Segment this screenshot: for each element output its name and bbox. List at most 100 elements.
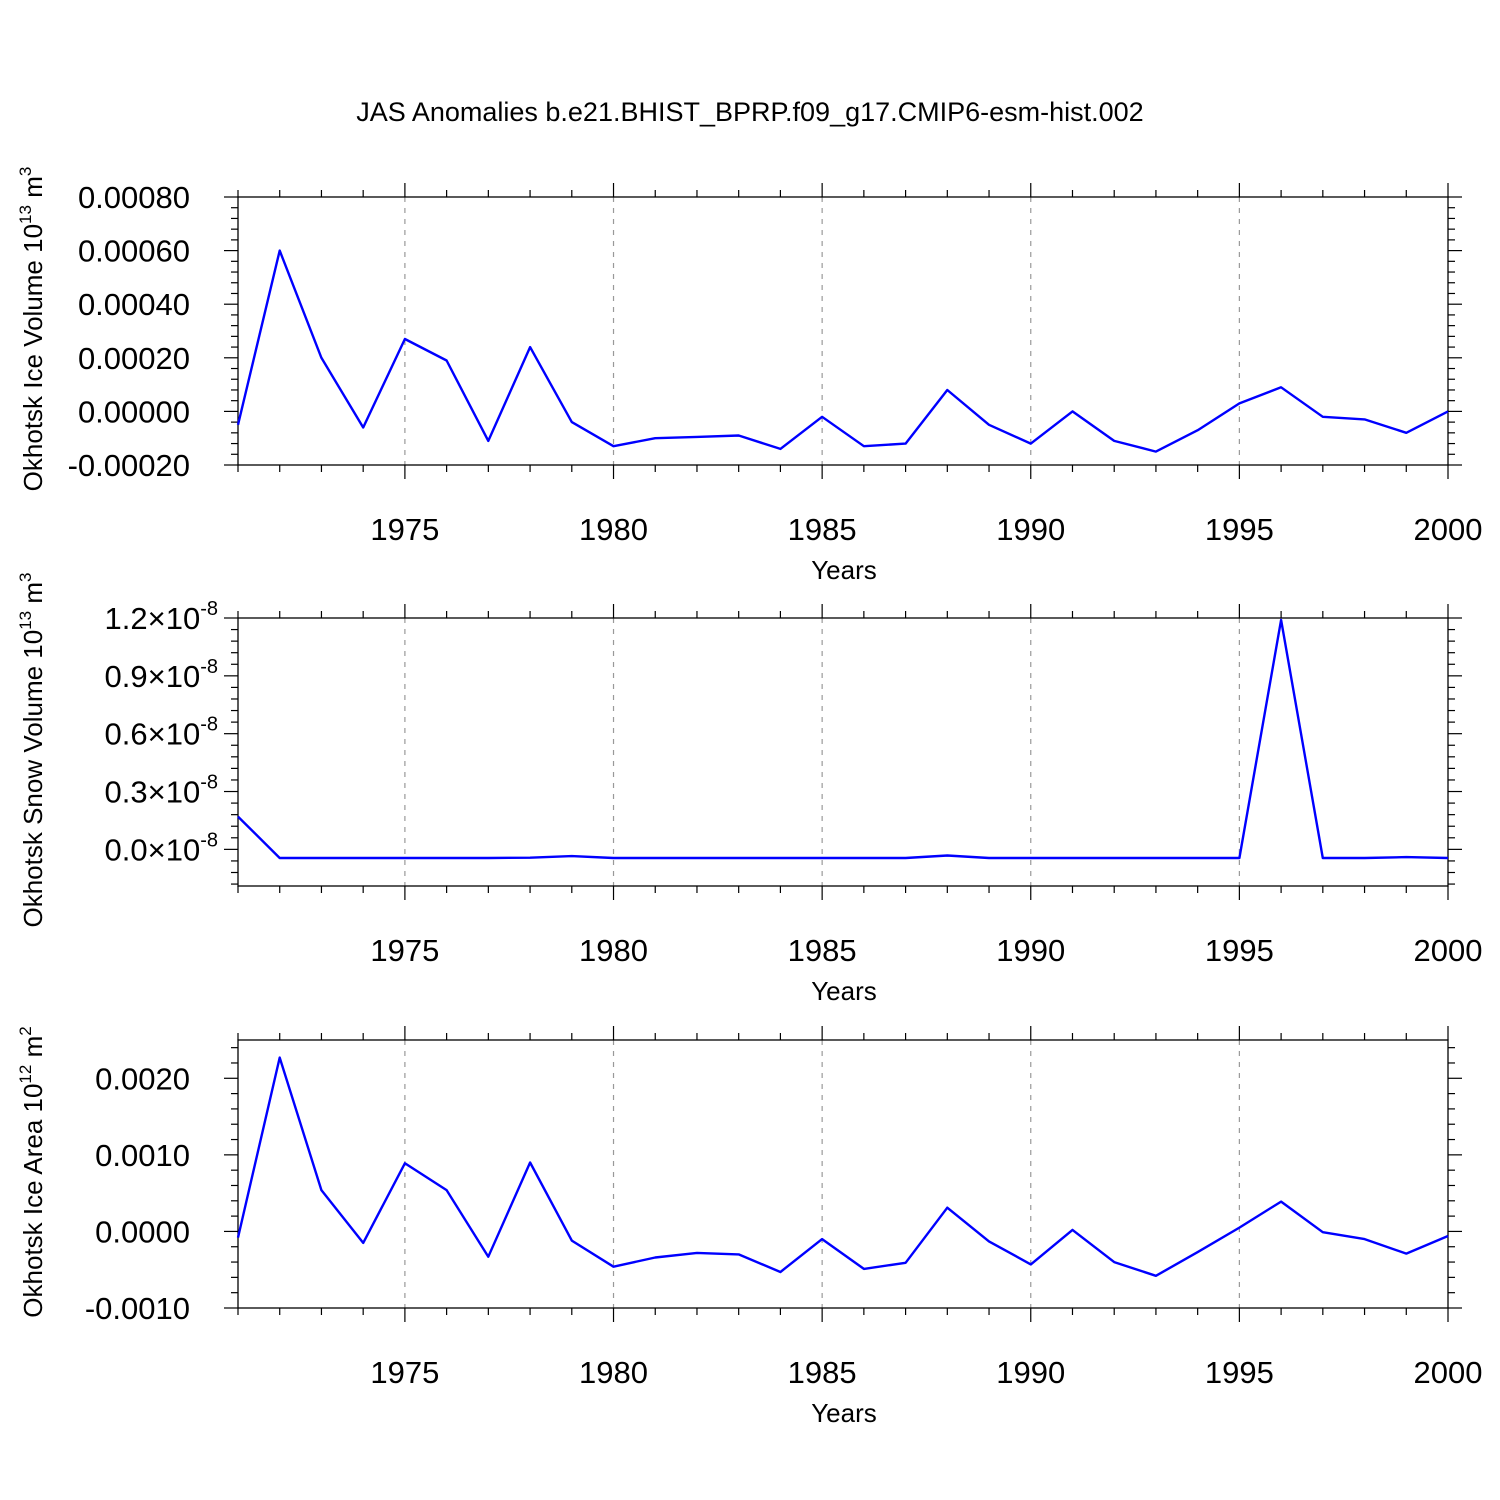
x-tick-label: 1980	[579, 1355, 648, 1390]
data-point	[862, 856, 866, 860]
data-point	[1321, 1230, 1325, 1234]
x-tick-label: 2000	[1414, 512, 1483, 547]
chart-title: JAS Anomalies b.e21.BHIST_BPRP.f09_g17.C…	[356, 97, 1143, 127]
y-axis-title: Okhotsk Ice Volume 1013 m3	[16, 167, 48, 492]
x-tick-label: 1995	[1205, 933, 1274, 968]
data-point	[612, 1265, 616, 1269]
data-point	[403, 337, 407, 341]
data-point	[945, 854, 949, 858]
data-point	[1446, 1234, 1450, 1238]
x-tick-label: 1980	[579, 933, 648, 968]
data-point	[778, 856, 782, 860]
data-point	[1154, 450, 1158, 454]
y-tick-label: 0.0×10-8	[105, 829, 219, 867]
plot-frame	[237, 1039, 1449, 1309]
data-point	[1237, 856, 1241, 860]
x-tick-label: 1985	[788, 512, 857, 547]
data-point	[1196, 856, 1200, 860]
series-line	[237, 618, 1449, 860]
y-tick-label: -0.0010	[85, 1291, 190, 1326]
data-point	[987, 423, 991, 427]
data-point	[862, 444, 866, 448]
data-point	[570, 854, 574, 858]
y-axis-title: Okhotsk Ice Area 1012 m2	[16, 1026, 48, 1317]
data-point	[1070, 856, 1074, 860]
x-tick-label: 1985	[788, 933, 857, 968]
data-point	[361, 1241, 365, 1245]
data-point	[778, 1270, 782, 1274]
data-point	[278, 856, 282, 860]
y-tick-label: 0.9×10-8	[105, 656, 219, 694]
data-point	[486, 1255, 490, 1259]
x-tick-label: 2000	[1414, 1355, 1483, 1390]
data-point	[1154, 1274, 1158, 1278]
data-point	[1404, 431, 1408, 435]
data-point	[278, 249, 282, 253]
y-tick-label: 1.2×10-8	[105, 598, 219, 636]
x-tick-label: 1990	[996, 512, 1065, 547]
data-point	[486, 439, 490, 443]
data-point	[737, 434, 741, 438]
y-tick-label: 0.6×10-8	[105, 714, 219, 752]
panel-3: 1975 1980 1985 1990 1995 2000 Years -0.0010 0.00…	[16, 1026, 1482, 1428]
y-tick-label: 0.00060	[78, 234, 190, 269]
plot-frame	[237, 617, 1449, 887]
data-point	[987, 1239, 991, 1243]
data-point	[737, 1252, 741, 1256]
data-point	[820, 415, 824, 419]
y-tick-label: 0.00040	[78, 287, 190, 322]
data-point	[1154, 856, 1158, 860]
data-point	[236, 1236, 240, 1240]
data-point	[528, 856, 532, 860]
data-point	[904, 856, 908, 860]
y-tick-label: 0.00000	[78, 394, 190, 429]
data-point	[1112, 856, 1116, 860]
data-point	[1237, 401, 1241, 405]
data-point	[445, 1188, 449, 1192]
data-point	[778, 447, 782, 451]
x-tick-label: 1990	[996, 933, 1065, 968]
data-point	[1070, 1228, 1074, 1232]
data-point	[528, 345, 532, 349]
x-tick-label: 2000	[1414, 933, 1483, 968]
y-tick-label: -0.00020	[68, 448, 190, 483]
data-point	[1029, 856, 1033, 860]
data-point	[653, 436, 657, 440]
x-tick-label: 1985	[788, 1355, 857, 1390]
data-point	[612, 856, 616, 860]
data-point	[695, 856, 699, 860]
data-point	[319, 856, 323, 860]
data-point	[1196, 1250, 1200, 1254]
data-point	[945, 1206, 949, 1210]
y-tick-label: 0.0000	[95, 1214, 190, 1249]
data-point	[1321, 856, 1325, 860]
data-point	[1029, 442, 1033, 446]
data-point	[445, 856, 449, 860]
data-point	[695, 435, 699, 439]
data-point	[445, 358, 449, 362]
data-point	[1070, 409, 1074, 413]
data-point	[987, 856, 991, 860]
x-tick-label: 1995	[1205, 512, 1274, 547]
data-point	[1446, 856, 1450, 860]
data-point	[1363, 417, 1367, 421]
data-point	[319, 1188, 323, 1192]
panel-1: 1975 1980 1985 1990 1995 2000 Years -0.00020 0.0…	[16, 167, 1482, 585]
data-point	[570, 1239, 574, 1243]
y-tick-label: 0.00080	[78, 180, 190, 215]
x-tick-label: 1980	[579, 512, 648, 547]
data-point	[361, 856, 365, 860]
data-point	[236, 423, 240, 427]
plot-frame	[237, 196, 1449, 466]
data-point	[904, 1261, 908, 1265]
x-tick-label: 1975	[370, 1355, 439, 1390]
data-point	[904, 442, 908, 446]
data-point	[1446, 409, 1450, 413]
data-point	[1404, 1252, 1408, 1256]
data-point	[1029, 1262, 1033, 1266]
data-point	[1279, 618, 1283, 622]
y-tick-label: 0.3×10-8	[105, 772, 219, 810]
data-point	[403, 1161, 407, 1165]
x-tick-label: 1975	[370, 933, 439, 968]
